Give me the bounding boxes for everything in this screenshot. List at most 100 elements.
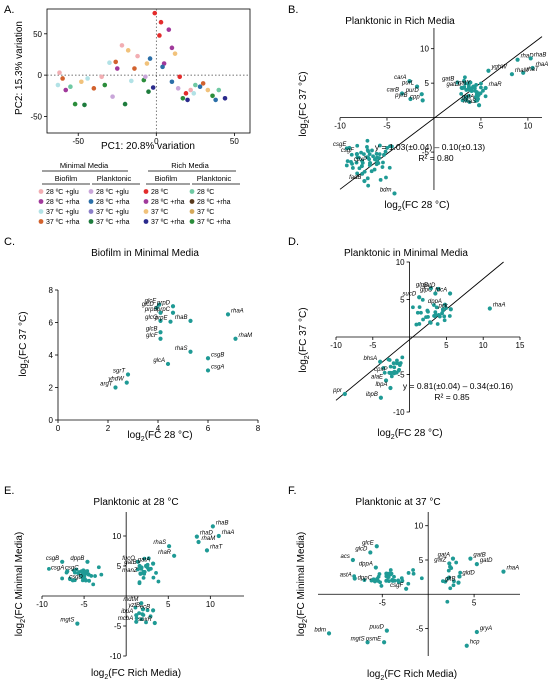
data-point	[421, 317, 425, 322]
pca-point	[82, 102, 87, 108]
data-point	[374, 544, 379, 549]
data-point	[74, 567, 79, 572]
data-point	[417, 295, 422, 300]
gene-label: rhaS	[175, 346, 188, 352]
data-point	[391, 361, 396, 366]
data-point	[83, 569, 88, 574]
data-point	[392, 574, 396, 579]
pca-point	[157, 33, 162, 38]
data-point	[188, 349, 193, 354]
y-tick-label: -10	[110, 652, 122, 661]
legend-label: 37 ºC	[151, 209, 168, 216]
regression-line	[339, 36, 543, 190]
data-point	[454, 560, 459, 565]
data-point	[426, 309, 430, 314]
data-point	[419, 92, 424, 97]
data-point	[194, 534, 199, 539]
data-point	[158, 336, 163, 341]
data-point	[433, 310, 438, 315]
legend-label: 37 ºC +rha	[197, 219, 231, 226]
pca-point	[99, 74, 104, 80]
data-point	[350, 557, 355, 563]
gene-label: gltB	[445, 577, 455, 583]
panel-d-r2: R² = 0.85	[434, 392, 469, 402]
data-point	[342, 391, 347, 397]
data-point	[380, 165, 385, 169]
gene-label: csgE	[333, 142, 347, 148]
data-point	[350, 166, 355, 170]
gene-label: prpC	[156, 307, 171, 313]
data-point	[371, 154, 375, 159]
pca-point	[132, 66, 137, 71]
data-point	[148, 614, 153, 619]
x-tick-label: 0	[154, 137, 159, 146]
data-point	[467, 80, 471, 85]
panel-b-equation: y = 1.03(±0.04) – 0.10(±0.13)	[375, 142, 485, 152]
pca-point	[166, 27, 172, 32]
data-point	[377, 152, 382, 157]
x-tick-label: 15	[516, 341, 525, 350]
legend-label: 28 ºC +rha	[197, 199, 231, 206]
y-tick-label: 50	[33, 30, 42, 39]
gene-label: sgrT	[113, 369, 126, 375]
data-point	[435, 322, 440, 326]
data-point	[372, 167, 377, 172]
legend-swatch	[189, 199, 195, 204]
gene-label: gatD	[446, 82, 459, 88]
gene-label: gatD	[423, 283, 436, 289]
gene-label: osmE	[366, 636, 382, 642]
x-tick-label: -10	[334, 122, 346, 131]
gene-label: rhaT	[526, 67, 540, 73]
pca-point	[175, 86, 181, 91]
x-tick-label: 5	[166, 600, 171, 609]
gene-label: soxR	[138, 617, 152, 623]
data-point	[415, 310, 420, 315]
legend-label: 28 ºC +rha	[151, 199, 185, 206]
pca-point	[122, 101, 128, 107]
gene-label: sucD	[402, 291, 416, 297]
legend-swatch	[88, 199, 94, 204]
legend-label: 37 ºC +rha	[96, 219, 130, 226]
data-point	[152, 620, 157, 626]
pca-point	[210, 93, 215, 99]
gene-label: ibpA	[121, 609, 133, 615]
data-point	[145, 608, 150, 613]
data-point	[382, 370, 387, 375]
data-point	[424, 315, 428, 320]
data-point	[135, 559, 141, 564]
data-point	[376, 579, 381, 583]
data-point	[154, 571, 158, 575]
legend-group-minimal: Minimal Media	[60, 161, 109, 170]
data-point	[96, 565, 101, 570]
data-point	[359, 150, 363, 155]
data-point	[366, 183, 371, 188]
data-point	[446, 568, 451, 573]
data-point	[388, 568, 393, 572]
data-point	[362, 578, 367, 582]
pca-point	[213, 97, 218, 103]
data-point	[404, 586, 409, 591]
data-point	[355, 143, 360, 148]
data-point	[452, 579, 456, 584]
x-tick-label: 5	[479, 122, 484, 131]
data-point	[382, 640, 387, 645]
data-point	[442, 302, 448, 307]
y-tick-label: -5	[422, 148, 430, 157]
panel-d: D. Planktonic in Minimal Media -10 -5 5 10 1…	[288, 236, 525, 441]
y-tick-label: 5	[419, 556, 424, 565]
data-point	[458, 570, 463, 575]
data-point	[466, 93, 471, 98]
pca-point	[102, 82, 108, 88]
data-point	[445, 599, 450, 604]
data-point	[528, 56, 533, 61]
gene-label: rhaA	[506, 566, 519, 572]
data-point	[158, 318, 163, 323]
data-point	[448, 307, 453, 312]
data-point	[460, 85, 465, 91]
data-point	[457, 574, 462, 579]
data-point	[170, 310, 176, 315]
data-point	[362, 169, 367, 174]
y-tick-label: 0	[49, 416, 54, 425]
pca-point	[172, 51, 178, 56]
